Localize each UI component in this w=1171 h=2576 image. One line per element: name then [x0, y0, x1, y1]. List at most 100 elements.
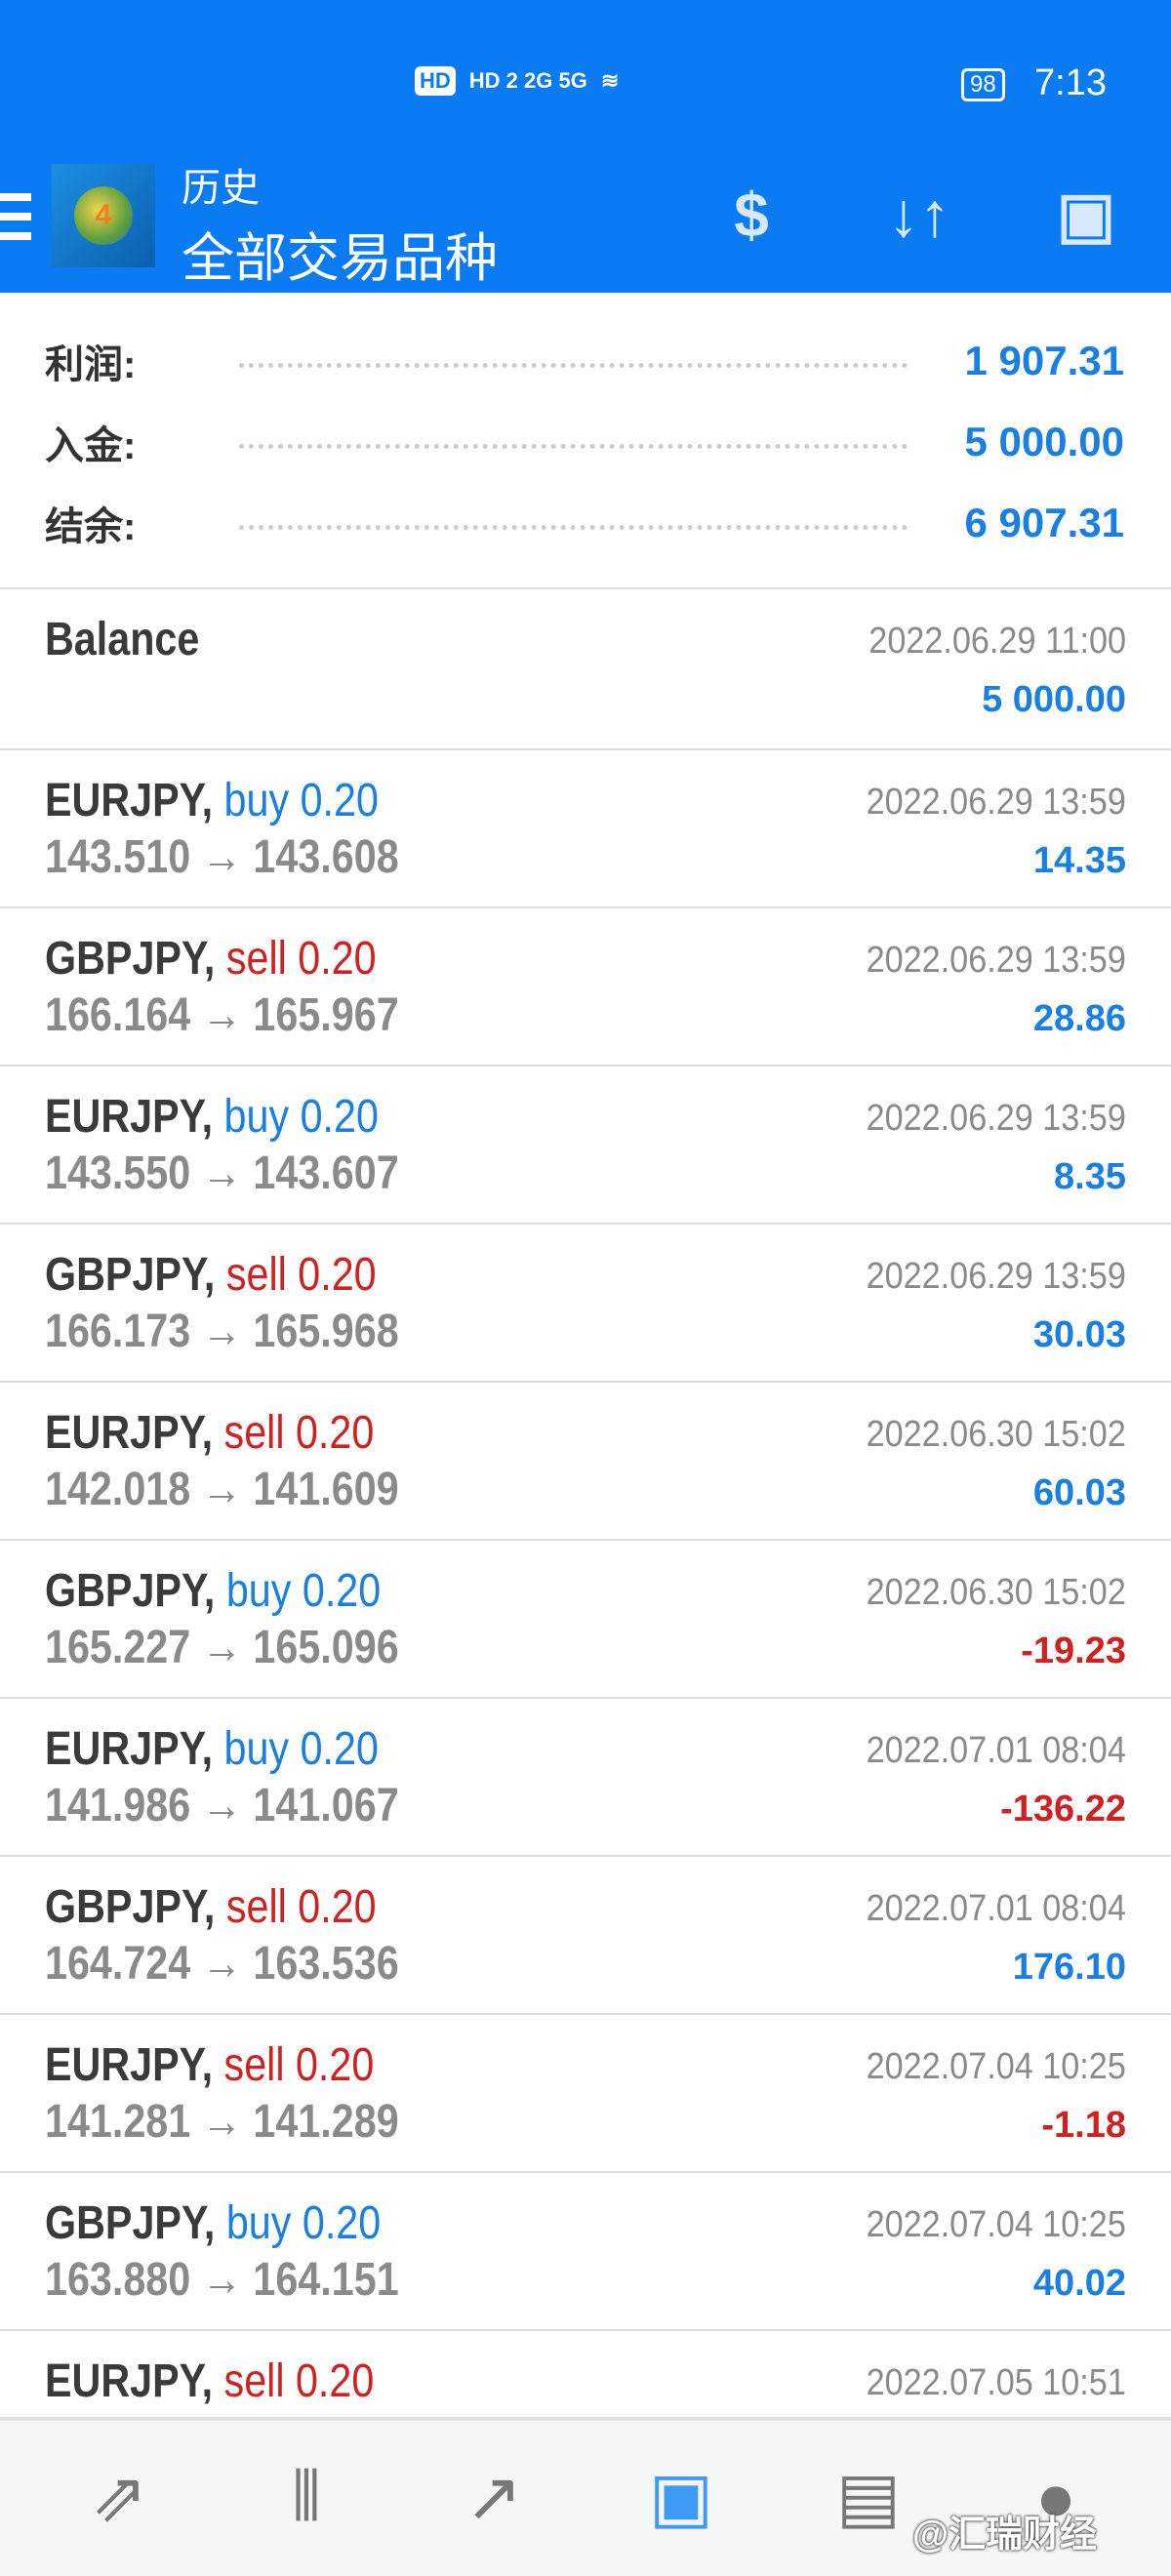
trade-row[interactable]: GBPJPY, sell 0.20 166.164 → 165.967 2022.0…	[0, 908, 1171, 1067]
trade-symbol: GBPJPY,	[45, 1565, 216, 1617]
trade-date: 2022.07.04 10:25	[866, 2204, 1126, 2245]
summary-value: 1 907.31	[964, 338, 1125, 383]
trade-side: buy 0.20	[225, 1565, 382, 1617]
trade-title: EURJPY, buy 0.20	[45, 1722, 379, 1776]
trade-title: EURJPY, sell 0.20	[45, 2355, 374, 2408]
nav-quotes[interactable]: ⇗	[65, 2448, 173, 2546]
trade-symbol: EURJPY,	[45, 775, 214, 826]
trade-date: 2022.06.29 13:59	[866, 1098, 1126, 1139]
trade-title: GBPJPY, buy 0.20	[45, 2196, 381, 2250]
summary-value: 5 000.00	[964, 419, 1125, 464]
menu-icon[interactable]	[0, 193, 31, 240]
candlestick-icon: ⫴	[292, 2458, 321, 2534]
summary-row: 入金: 5 000.00	[0, 413, 1171, 471]
trade-prices: 164.724 → 163.536	[45, 1938, 399, 1990]
arrows-diagonal-icon: ⇗	[90, 2459, 148, 2535]
trade-title: GBPJPY, sell 0.20	[45, 932, 377, 986]
summary-row: 利润: 1 907.31	[0, 332, 1171, 390]
trade-date: 2022.06.30 15:02	[866, 1572, 1126, 1613]
currency-exchange-icon[interactable]: $	[734, 180, 769, 250]
summary-row: 结余: 6 907.31	[0, 494, 1171, 552]
trade-date: 2022.07.01 08:04	[866, 1888, 1126, 1929]
nav-charts[interactable]: ⫴	[253, 2448, 360, 2546]
nav-history[interactable]: ▣	[627, 2448, 735, 2546]
calendar-contact-icon[interactable]: ▣	[1056, 179, 1116, 250]
trade-row[interactable]: EURJPY, sell 0.20 2022.07.05 10:51	[0, 2331, 1171, 2489]
trade-prices: 166.173 → 165.968	[45, 1306, 399, 1357]
trade-side: buy 0.20	[223, 775, 379, 826]
dotted-leader	[239, 525, 908, 530]
watermark: @汇瑞财经	[912, 2515, 1098, 2556]
trade-row[interactable]: EURJPY, sell 0.20 141.281 → 141.289 2022.0…	[0, 2015, 1171, 2173]
balance-row[interactable]: Balance 2022.06.29 11:00 5 000.00	[0, 589, 1171, 750]
trade-title: EURJPY, buy 0.20	[45, 1090, 379, 1144]
inbox-icon: ▣	[648, 2459, 714, 2535]
trade-title: EURJPY, buy 0.20	[45, 774, 379, 827]
battery-icon: 98	[961, 68, 1005, 101]
trade-side: sell 0.20	[223, 2039, 375, 2091]
trade-side: sell 0.20	[223, 2355, 375, 2407]
trade-symbol: EURJPY,	[45, 1091, 214, 1143]
trade-side: sell 0.20	[225, 1249, 377, 1301]
trade-title: EURJPY, sell 0.20	[45, 1406, 374, 1460]
trade-symbol: EURJPY,	[45, 2355, 214, 2407]
trade-side: sell 0.20	[225, 1881, 377, 1933]
summary-panel: 利润: 1 907.31 入金: 5 000.00 结余: 6 907.31	[0, 293, 1171, 589]
trade-title: GBPJPY, sell 0.20	[45, 1248, 377, 1302]
nav-news[interactable]: ▤	[815, 2448, 922, 2546]
trade-date: 2022.06.29 13:59	[866, 782, 1126, 823]
summary-label: 结余:	[45, 505, 137, 548]
trade-symbol: EURJPY,	[45, 1723, 214, 1775]
sort-icon[interactable]: ↓↑	[888, 180, 950, 250]
chat-icon: ●	[1034, 2459, 1077, 2535]
trade-symbol: EURJPY,	[45, 1407, 214, 1459]
trade-profit: 40.02	[1032, 2263, 1126, 2304]
trend-icon: ↗	[464, 2459, 523, 2535]
trade-date: 2022.07.01 08:04	[866, 1730, 1126, 1771]
trade-profit: 60.03	[1032, 1472, 1126, 1513]
trade-profit: -19.23	[1021, 1630, 1126, 1671]
trade-prices: 143.510 → 143.608	[45, 831, 399, 883]
trade-date: 2022.06.30 15:02	[866, 1414, 1126, 1455]
clock: 7:13	[1034, 62, 1107, 103]
trade-date: 2022.06.29 13:59	[866, 1256, 1126, 1297]
trade-row[interactable]: GBPJPY, buy 0.20 165.227 → 165.096 2022.06…	[0, 1541, 1171, 1699]
trade-symbol: GBPJPY,	[45, 933, 216, 985]
summary-label: 利润:	[45, 343, 137, 386]
wifi-icon: ≋	[600, 68, 620, 93]
trade-date: 2022.07.05 10:51	[866, 2362, 1126, 2403]
page-title[interactable]: 全部交易品种	[182, 229, 498, 288]
nav-chat[interactable]: ●	[1002, 2448, 1110, 2546]
trade-prices: 143.550 → 143.607	[45, 1147, 399, 1199]
trade-symbol: EURJPY,	[45, 2039, 214, 2091]
trade-prices: 141.281 → 141.289	[45, 2096, 399, 2148]
trade-row[interactable]: EURJPY, buy 0.20 141.986 → 141.067 2022.07…	[0, 1699, 1171, 1857]
trade-date: 2022.07.04 10:25	[866, 2046, 1126, 2087]
page-subtitle: 历史	[182, 167, 260, 210]
trade-prices: 141.986 → 141.067	[45, 1780, 399, 1831]
app-header: HD HD 2 2G 5G ≋ 98 7:13 4 历史 全部交易品种 $ ↓↑ ▣	[0, 0, 1171, 293]
summary-label: 入金:	[45, 424, 137, 467]
trade-side: sell 0.20	[225, 933, 377, 985]
trade-prices: 142.018 → 141.609	[45, 1464, 399, 1515]
trade-side: buy 0.20	[225, 2197, 382, 2249]
trade-profit: 28.86	[1032, 998, 1126, 1039]
trade-profit: 8.35	[1054, 1156, 1126, 1197]
trade-row[interactable]: GBPJPY, sell 0.20 166.173 → 165.968 2022.0…	[0, 1225, 1171, 1383]
trade-prices: 165.227 → 165.096	[45, 1622, 399, 1673]
balance-date: 2022.06.29 11:00	[868, 621, 1126, 662]
trade-side: buy 0.20	[223, 1091, 379, 1143]
trade-row[interactable]: GBPJPY, buy 0.20 163.880 → 164.151 2022.07…	[0, 2173, 1171, 2331]
dotted-leader	[239, 363, 908, 368]
trade-row[interactable]: EURJPY, sell 0.20 142.018 → 141.609 2022.0…	[0, 1383, 1171, 1541]
trade-profit: 176.10	[1012, 1947, 1126, 1988]
trade-row[interactable]: EURJPY, buy 0.20 143.510 → 143.608 2022.06…	[0, 750, 1171, 908]
trade-profit: -1.18	[1041, 2105, 1126, 2146]
trade-row[interactable]: EURJPY, buy 0.20 143.550 → 143.607 2022.06…	[0, 1067, 1171, 1225]
trade-side: sell 0.20	[223, 1407, 375, 1459]
trade-prices: 163.880 → 164.151	[45, 2254, 399, 2306]
nav-trade[interactable]: ↗	[440, 2448, 547, 2546]
trade-row[interactable]: GBPJPY, sell 0.20 164.724 → 163.536 2022.0…	[0, 1857, 1171, 2015]
dotted-leader	[239, 444, 908, 449]
newspaper-icon: ▤	[835, 2459, 902, 2535]
